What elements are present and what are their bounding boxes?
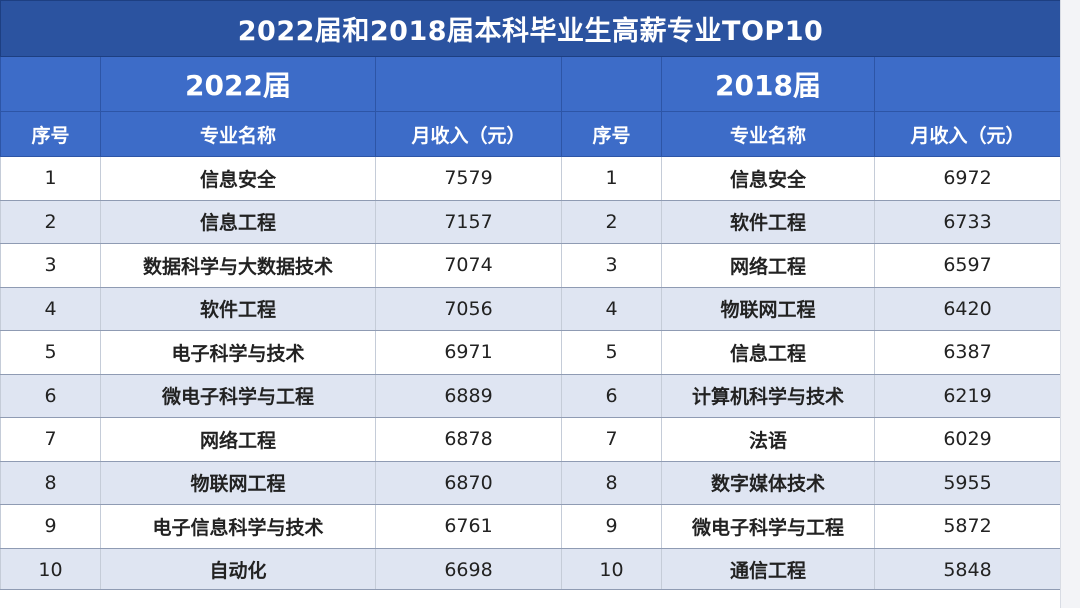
rank-2018-cell: 6 bbox=[561, 373, 662, 418]
title-row: 2022届和2018届本科毕业生高薪专业TOP10 bbox=[0, 0, 1062, 57]
income-2018-cell: 6029 bbox=[873, 417, 1062, 462]
major-2018-cell: 通信工程 bbox=[661, 547, 875, 592]
income-2022-cell: 7157 bbox=[375, 199, 562, 244]
year-row-blank-cell bbox=[561, 56, 662, 112]
rank-2022-cell: 5 bbox=[0, 330, 101, 375]
income-2022-cell: 6889 bbox=[375, 373, 562, 418]
header-income-2022: 月收入（元） bbox=[375, 111, 562, 157]
table-row: 6 微电子科学与工程 6889 6 计算机科学与技术 6219 bbox=[0, 373, 1062, 418]
major-2018-cell: 计算机科学与技术 bbox=[661, 373, 875, 418]
year-row-blank-cell bbox=[0, 56, 101, 112]
income-2018-cell: 6733 bbox=[873, 199, 1062, 244]
rank-2022-cell: 3 bbox=[0, 243, 101, 288]
major-2022-cell: 数据科学与大数据技术 bbox=[100, 243, 376, 288]
rank-2022-cell: 2 bbox=[0, 199, 101, 244]
salary-table: 2022届和2018届本科毕业生高薪专业TOP10 2022届 2018届 序号… bbox=[0, 0, 1062, 592]
table-row: 9 电子信息科学与技术 6761 9 微电子科学与工程 5872 bbox=[0, 504, 1062, 549]
rank-2018-cell: 1 bbox=[561, 156, 662, 201]
column-header-row: 序号 专业名称 月收入（元） 序号 专业名称 月收入（元） bbox=[0, 111, 1062, 157]
major-2018-cell: 物联网工程 bbox=[661, 286, 875, 331]
income-2018-cell: 6972 bbox=[873, 156, 1062, 201]
sheet-edge bbox=[1060, 0, 1080, 608]
group-label-2022: 2022届 bbox=[100, 56, 376, 112]
header-income-2018: 月收入（元） bbox=[873, 111, 1062, 157]
rank-2018-cell: 7 bbox=[561, 417, 662, 462]
header-rank-2018: 序号 bbox=[561, 111, 662, 157]
income-2018-cell: 6420 bbox=[873, 286, 1062, 331]
rank-2022-cell: 8 bbox=[0, 460, 101, 505]
income-2022-cell: 7579 bbox=[375, 156, 562, 201]
major-2022-cell: 电子科学与技术 bbox=[100, 330, 376, 375]
rank-2022-cell: 9 bbox=[0, 504, 101, 549]
table-row: 2 信息工程 7157 2 软件工程 6733 bbox=[0, 199, 1062, 244]
income-2022-cell: 6761 bbox=[375, 504, 562, 549]
rank-2018-cell: 9 bbox=[561, 504, 662, 549]
group-label-2018: 2018届 bbox=[661, 56, 875, 112]
major-2022-cell: 网络工程 bbox=[100, 417, 376, 462]
next-row-strip bbox=[0, 589, 1060, 609]
table-row: 7 网络工程 6878 7 法语 6029 bbox=[0, 417, 1062, 462]
rank-2022-cell: 6 bbox=[0, 373, 101, 418]
header-major-2018: 专业名称 bbox=[661, 111, 875, 157]
rank-2022-cell: 7 bbox=[0, 417, 101, 462]
table-row: 3 数据科学与大数据技术 7074 3 网络工程 6597 bbox=[0, 243, 1062, 288]
major-2022-cell: 信息安全 bbox=[100, 156, 376, 201]
income-2022-cell: 7056 bbox=[375, 286, 562, 331]
rank-2018-cell: 3 bbox=[561, 243, 662, 288]
major-2018-cell: 微电子科学与工程 bbox=[661, 504, 875, 549]
header-rank-2022: 序号 bbox=[0, 111, 101, 157]
income-2018-cell: 6387 bbox=[873, 330, 1062, 375]
income-2022-cell: 6878 bbox=[375, 417, 562, 462]
major-2022-cell: 物联网工程 bbox=[100, 460, 376, 505]
income-2018-cell: 5872 bbox=[873, 504, 1062, 549]
major-2018-cell: 软件工程 bbox=[661, 199, 875, 244]
table-row: 4 软件工程 7056 4 物联网工程 6420 bbox=[0, 286, 1062, 331]
rank-2018-cell: 2 bbox=[561, 199, 662, 244]
major-2022-cell: 电子信息科学与技术 bbox=[100, 504, 376, 549]
major-2022-cell: 自动化 bbox=[100, 547, 376, 592]
table-row: 8 物联网工程 6870 8 数字媒体技术 5955 bbox=[0, 460, 1062, 505]
major-2018-cell: 信息工程 bbox=[661, 330, 875, 375]
rank-2018-cell: 10 bbox=[561, 547, 662, 592]
major-2022-cell: 微电子科学与工程 bbox=[100, 373, 376, 418]
major-2018-cell: 网络工程 bbox=[661, 243, 875, 288]
year-row: 2022届 2018届 bbox=[0, 56, 1062, 112]
data-rows: 1 信息安全 7579 1 信息安全 6972 2 信息工程 7157 2 软件工程 6733 3 数据科… bbox=[0, 156, 1062, 592]
year-row-blank-cell bbox=[375, 56, 562, 112]
major-2018-cell: 法语 bbox=[661, 417, 875, 462]
major-2018-cell: 数字媒体技术 bbox=[661, 460, 875, 505]
income-2022-cell: 7074 bbox=[375, 243, 562, 288]
header-major-2022: 专业名称 bbox=[100, 111, 376, 157]
income-2022-cell: 6870 bbox=[375, 460, 562, 505]
table-title: 2022届和2018届本科毕业生高薪专业TOP10 bbox=[0, 0, 1062, 57]
table-row: 1 信息安全 7579 1 信息安全 6972 bbox=[0, 156, 1062, 201]
year-row-blank-cell bbox=[873, 56, 1062, 112]
rank-2022-cell: 10 bbox=[0, 547, 101, 592]
income-2018-cell: 6219 bbox=[873, 373, 1062, 418]
rank-2022-cell: 1 bbox=[0, 156, 101, 201]
rank-2022-cell: 4 bbox=[0, 286, 101, 331]
income-2022-cell: 6971 bbox=[375, 330, 562, 375]
major-2022-cell: 信息工程 bbox=[100, 199, 376, 244]
income-2018-cell: 5955 bbox=[873, 460, 1062, 505]
major-2018-cell: 信息安全 bbox=[661, 156, 875, 201]
table-row: 10 自动化 6698 10 通信工程 5848 bbox=[0, 547, 1062, 592]
income-2018-cell: 5848 bbox=[873, 547, 1062, 592]
table-row: 5 电子科学与技术 6971 5 信息工程 6387 bbox=[0, 330, 1062, 375]
income-2022-cell: 6698 bbox=[375, 547, 562, 592]
rank-2018-cell: 4 bbox=[561, 286, 662, 331]
rank-2018-cell: 5 bbox=[561, 330, 662, 375]
income-2018-cell: 6597 bbox=[873, 243, 1062, 288]
major-2022-cell: 软件工程 bbox=[100, 286, 376, 331]
rank-2018-cell: 8 bbox=[561, 460, 662, 505]
